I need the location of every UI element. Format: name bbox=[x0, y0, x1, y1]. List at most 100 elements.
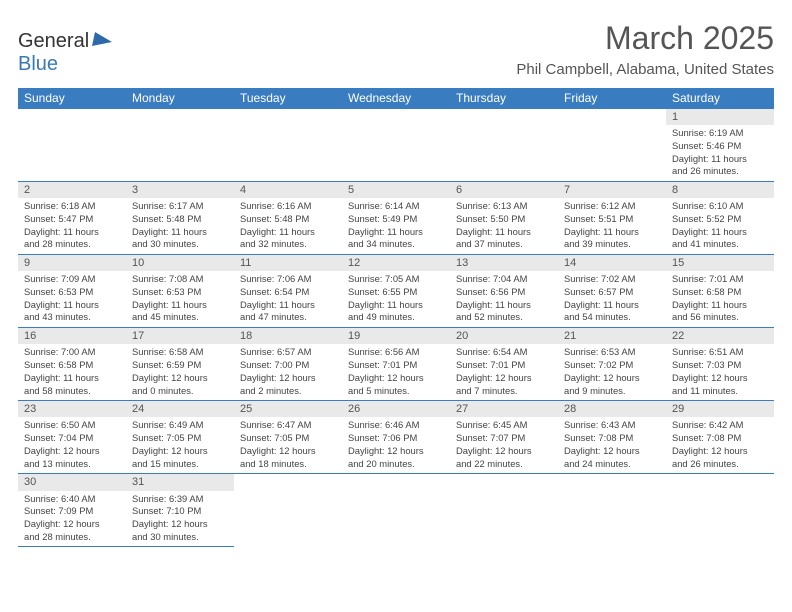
empty-day bbox=[558, 474, 666, 488]
calendar-cell bbox=[666, 474, 774, 547]
day-details: Sunrise: 6:53 AMSunset: 7:02 PMDaylight:… bbox=[558, 344, 666, 400]
day-details: Sunrise: 6:49 AMSunset: 7:05 PMDaylight:… bbox=[126, 417, 234, 473]
calendar-cell: 2Sunrise: 6:18 AMSunset: 5:47 PMDaylight… bbox=[18, 182, 126, 255]
empty-day bbox=[18, 109, 126, 123]
month-title: March 2025 bbox=[516, 20, 774, 57]
calendar-cell bbox=[126, 109, 234, 182]
day-details: Sunrise: 6:45 AMSunset: 7:07 PMDaylight:… bbox=[450, 417, 558, 473]
calendar-cell bbox=[342, 109, 450, 182]
day-number: 10 bbox=[126, 255, 234, 271]
day-number: 6 bbox=[450, 182, 558, 198]
day-details: Sunrise: 6:16 AMSunset: 5:48 PMDaylight:… bbox=[234, 198, 342, 254]
calendar-cell: 14Sunrise: 7:02 AMSunset: 6:57 PMDayligh… bbox=[558, 255, 666, 328]
calendar-week: 23Sunrise: 6:50 AMSunset: 7:04 PMDayligh… bbox=[18, 401, 774, 474]
day-details: Sunrise: 7:08 AMSunset: 6:53 PMDaylight:… bbox=[126, 271, 234, 327]
day-details: Sunrise: 7:05 AMSunset: 6:55 PMDaylight:… bbox=[342, 271, 450, 327]
day-number: 28 bbox=[558, 401, 666, 417]
calendar-cell bbox=[234, 109, 342, 182]
day-number: 13 bbox=[450, 255, 558, 271]
day-number: 17 bbox=[126, 328, 234, 344]
calendar-cell: 31Sunrise: 6:39 AMSunset: 7:10 PMDayligh… bbox=[126, 474, 234, 547]
day-number: 31 bbox=[126, 474, 234, 490]
day-number: 16 bbox=[18, 328, 126, 344]
empty-day bbox=[342, 474, 450, 488]
calendar-cell: 22Sunrise: 6:51 AMSunset: 7:03 PMDayligh… bbox=[666, 328, 774, 401]
calendar-cell: 29Sunrise: 6:42 AMSunset: 7:08 PMDayligh… bbox=[666, 401, 774, 474]
calendar-cell: 21Sunrise: 6:53 AMSunset: 7:02 PMDayligh… bbox=[558, 328, 666, 401]
day-header: Friday bbox=[558, 88, 666, 109]
day-details: Sunrise: 6:43 AMSunset: 7:08 PMDaylight:… bbox=[558, 417, 666, 473]
day-number: 12 bbox=[342, 255, 450, 271]
day-number: 14 bbox=[558, 255, 666, 271]
day-details: Sunrise: 6:39 AMSunset: 7:10 PMDaylight:… bbox=[126, 491, 234, 547]
day-details: Sunrise: 7:00 AMSunset: 6:58 PMDaylight:… bbox=[18, 344, 126, 400]
day-number: 25 bbox=[234, 401, 342, 417]
calendar-week: 30Sunrise: 6:40 AMSunset: 7:09 PMDayligh… bbox=[18, 474, 774, 547]
calendar-cell: 18Sunrise: 6:57 AMSunset: 7:00 PMDayligh… bbox=[234, 328, 342, 401]
day-details: Sunrise: 6:18 AMSunset: 5:47 PMDaylight:… bbox=[18, 198, 126, 254]
day-number: 20 bbox=[450, 328, 558, 344]
calendar-week: 2Sunrise: 6:18 AMSunset: 5:47 PMDaylight… bbox=[18, 182, 774, 255]
day-number: 2 bbox=[18, 182, 126, 198]
day-details: Sunrise: 6:50 AMSunset: 7:04 PMDaylight:… bbox=[18, 417, 126, 473]
day-header: Tuesday bbox=[234, 88, 342, 109]
day-details: Sunrise: 7:02 AMSunset: 6:57 PMDaylight:… bbox=[558, 271, 666, 327]
calendar-cell: 1Sunrise: 6:19 AMSunset: 5:46 PMDaylight… bbox=[666, 109, 774, 182]
calendar-cell: 15Sunrise: 7:01 AMSunset: 6:58 PMDayligh… bbox=[666, 255, 774, 328]
header: GeneralBlue March 2025 Phil Campbell, Al… bbox=[18, 20, 774, 78]
location-text: Phil Campbell, Alabama, United States bbox=[516, 61, 774, 78]
day-number: 21 bbox=[558, 328, 666, 344]
day-details: Sunrise: 6:14 AMSunset: 5:49 PMDaylight:… bbox=[342, 198, 450, 254]
day-number: 9 bbox=[18, 255, 126, 271]
calendar-cell: 12Sunrise: 7:05 AMSunset: 6:55 PMDayligh… bbox=[342, 255, 450, 328]
empty-day bbox=[126, 109, 234, 123]
calendar-cell: 10Sunrise: 7:08 AMSunset: 6:53 PMDayligh… bbox=[126, 255, 234, 328]
calendar-cell: 13Sunrise: 7:04 AMSunset: 6:56 PMDayligh… bbox=[450, 255, 558, 328]
calendar-cell: 4Sunrise: 6:16 AMSunset: 5:48 PMDaylight… bbox=[234, 182, 342, 255]
logo-text-1: General bbox=[18, 30, 89, 52]
day-header: Monday bbox=[126, 88, 234, 109]
day-number: 18 bbox=[234, 328, 342, 344]
calendar-cell: 20Sunrise: 6:54 AMSunset: 7:01 PMDayligh… bbox=[450, 328, 558, 401]
empty-day bbox=[666, 474, 774, 488]
calendar-week: 16Sunrise: 7:00 AMSunset: 6:58 PMDayligh… bbox=[18, 328, 774, 401]
logo-text-2: Blue bbox=[18, 53, 58, 75]
calendar-cell bbox=[450, 109, 558, 182]
empty-day bbox=[234, 474, 342, 488]
day-number: 15 bbox=[666, 255, 774, 271]
calendar-cell: 28Sunrise: 6:43 AMSunset: 7:08 PMDayligh… bbox=[558, 401, 666, 474]
day-number: 4 bbox=[234, 182, 342, 198]
day-details: Sunrise: 6:12 AMSunset: 5:51 PMDaylight:… bbox=[558, 198, 666, 254]
day-details: Sunrise: 6:46 AMSunset: 7:06 PMDaylight:… bbox=[342, 417, 450, 473]
empty-day bbox=[558, 109, 666, 123]
calendar-cell bbox=[234, 474, 342, 547]
calendar-cell: 19Sunrise: 6:56 AMSunset: 7:01 PMDayligh… bbox=[342, 328, 450, 401]
calendar-week: 9Sunrise: 7:09 AMSunset: 6:53 PMDaylight… bbox=[18, 255, 774, 328]
calendar-cell bbox=[558, 109, 666, 182]
day-number: 30 bbox=[18, 474, 126, 490]
day-header: Saturday bbox=[666, 88, 774, 109]
day-number: 22 bbox=[666, 328, 774, 344]
calendar-cell: 9Sunrise: 7:09 AMSunset: 6:53 PMDaylight… bbox=[18, 255, 126, 328]
calendar-head: SundayMondayTuesdayWednesdayThursdayFrid… bbox=[18, 88, 774, 109]
day-details: Sunrise: 6:19 AMSunset: 5:46 PMDaylight:… bbox=[666, 125, 774, 181]
calendar-cell: 17Sunrise: 6:58 AMSunset: 6:59 PMDayligh… bbox=[126, 328, 234, 401]
calendar-cell: 24Sunrise: 6:49 AMSunset: 7:05 PMDayligh… bbox=[126, 401, 234, 474]
calendar-cell bbox=[450, 474, 558, 547]
calendar-table: SundayMondayTuesdayWednesdayThursdayFrid… bbox=[18, 88, 774, 547]
day-header: Sunday bbox=[18, 88, 126, 109]
day-details: Sunrise: 6:10 AMSunset: 5:52 PMDaylight:… bbox=[666, 198, 774, 254]
calendar-body: 1Sunrise: 6:19 AMSunset: 5:46 PMDaylight… bbox=[18, 109, 774, 547]
day-details: Sunrise: 7:06 AMSunset: 6:54 PMDaylight:… bbox=[234, 271, 342, 327]
logo: GeneralBlue bbox=[18, 30, 113, 76]
day-details: Sunrise: 6:57 AMSunset: 7:00 PMDaylight:… bbox=[234, 344, 342, 400]
day-number: 5 bbox=[342, 182, 450, 198]
day-details: Sunrise: 7:09 AMSunset: 6:53 PMDaylight:… bbox=[18, 271, 126, 327]
logo-text: GeneralBlue bbox=[18, 30, 113, 76]
day-number: 24 bbox=[126, 401, 234, 417]
day-number: 11 bbox=[234, 255, 342, 271]
calendar-cell: 16Sunrise: 7:00 AMSunset: 6:58 PMDayligh… bbox=[18, 328, 126, 401]
empty-day bbox=[450, 109, 558, 123]
calendar-cell bbox=[18, 109, 126, 182]
day-details: Sunrise: 6:54 AMSunset: 7:01 PMDaylight:… bbox=[450, 344, 558, 400]
